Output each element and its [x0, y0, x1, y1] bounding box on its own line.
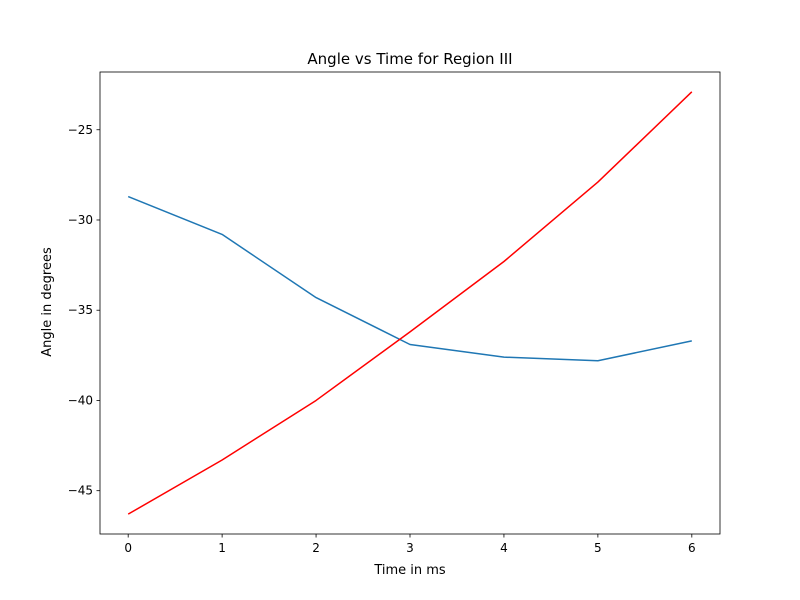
x-tick-label: 4: [500, 541, 508, 555]
x-tick-label: 2: [312, 541, 320, 555]
x-tick-label: 3: [406, 541, 414, 555]
x-tick-label: 5: [594, 541, 602, 555]
x-tick-label: 0: [124, 541, 132, 555]
series-line-1: [127, 195, 692, 362]
x-tick-label: 6: [688, 541, 696, 555]
y-axis-label: Angle in degrees: [40, 247, 55, 357]
series-line-2: [127, 91, 693, 515]
chart-title: Angle vs Time for Region III: [307, 50, 512, 68]
y-tick-label: −30: [68, 213, 93, 227]
y-tick-label: −35: [68, 303, 93, 317]
y-tick-label: −40: [68, 393, 93, 407]
x-axis-label: Time in ms: [373, 563, 446, 578]
y-tick-label: −25: [68, 123, 93, 137]
y-tick-label: −45: [68, 484, 93, 498]
x-tick-label: 1: [218, 541, 226, 555]
plot-area: 0 1 2 3 4 5 6 −45 −40 −35 −30 −25: [68, 71, 721, 555]
